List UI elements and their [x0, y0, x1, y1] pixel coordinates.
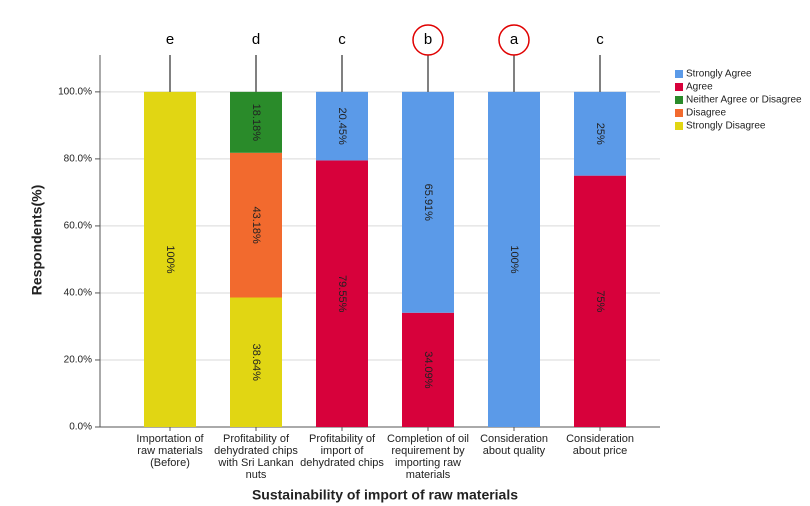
x-axis-title: Sustainability of import of raw material…	[252, 487, 518, 503]
legend-label: Neither Agree or Disagree	[686, 95, 802, 106]
x-tick-label: Consideration about price	[566, 433, 634, 457]
y-tick-label: 100.0%	[58, 87, 92, 98]
y-tick-label: 80.0%	[64, 154, 92, 165]
x-tick-label: Importation of raw materials (Before)	[136, 433, 204, 469]
legend-label: Agree	[686, 82, 713, 93]
bar-segment	[574, 175, 626, 427]
value-label: 38.64%	[250, 344, 262, 382]
bar-segment	[574, 91, 626, 176]
legend-label: Disagree	[686, 108, 726, 119]
annotation: d	[252, 31, 260, 48]
annotation: b	[424, 31, 432, 48]
x-tick-label: Consideration about quality	[480, 433, 548, 457]
y-tick-label: 20.0%	[64, 355, 92, 366]
legend-swatch	[675, 83, 683, 91]
bar-segment	[316, 160, 368, 427]
value-label: 25%	[594, 123, 606, 145]
annotation-circle	[498, 24, 530, 56]
value-label: 75%	[594, 290, 606, 312]
x-tick-label: Profitability of dehydrated chips with S…	[214, 433, 298, 481]
x-tick-label: Completion of oil requirement by importi…	[387, 433, 469, 481]
bar-segment	[402, 91, 454, 313]
value-label: 34.09%	[422, 351, 434, 389]
value-label: 100%	[164, 245, 176, 273]
bar-segment	[230, 91, 282, 153]
value-label: 79.55%	[336, 275, 348, 313]
bar-segment	[488, 91, 540, 427]
x-tick-label: Profitability of import of dehydrated ch…	[300, 433, 384, 469]
annotation: c	[338, 31, 346, 48]
legend-swatch	[675, 122, 683, 130]
legend-label: Strongly Agree	[686, 69, 752, 80]
value-label: 43.18%	[250, 206, 262, 244]
annotation: c	[596, 31, 604, 48]
value-label: 100%	[508, 245, 520, 273]
legend-swatch	[675, 109, 683, 117]
y-axis-title: Respondents(%)	[29, 185, 45, 295]
bar-segment	[402, 312, 454, 427]
value-label: 18.18%	[250, 104, 262, 142]
bar-segment	[230, 297, 282, 427]
y-tick-label: 40.0%	[64, 288, 92, 299]
annotation-circle	[412, 24, 444, 56]
value-label: 20.45%	[336, 107, 348, 145]
bar-segment	[144, 91, 196, 427]
bar-segment	[316, 91, 368, 161]
y-tick-label: 60.0%	[64, 221, 92, 232]
y-tick-label: 0.0%	[69, 422, 92, 433]
bar-segment	[230, 152, 282, 298]
annotation: e	[166, 31, 174, 48]
annotation: a	[510, 31, 519, 48]
value-label: 65.91%	[422, 184, 434, 222]
legend-swatch	[675, 70, 683, 78]
legend-swatch	[675, 96, 683, 104]
legend-label: Strongly Disagree	[686, 121, 766, 132]
